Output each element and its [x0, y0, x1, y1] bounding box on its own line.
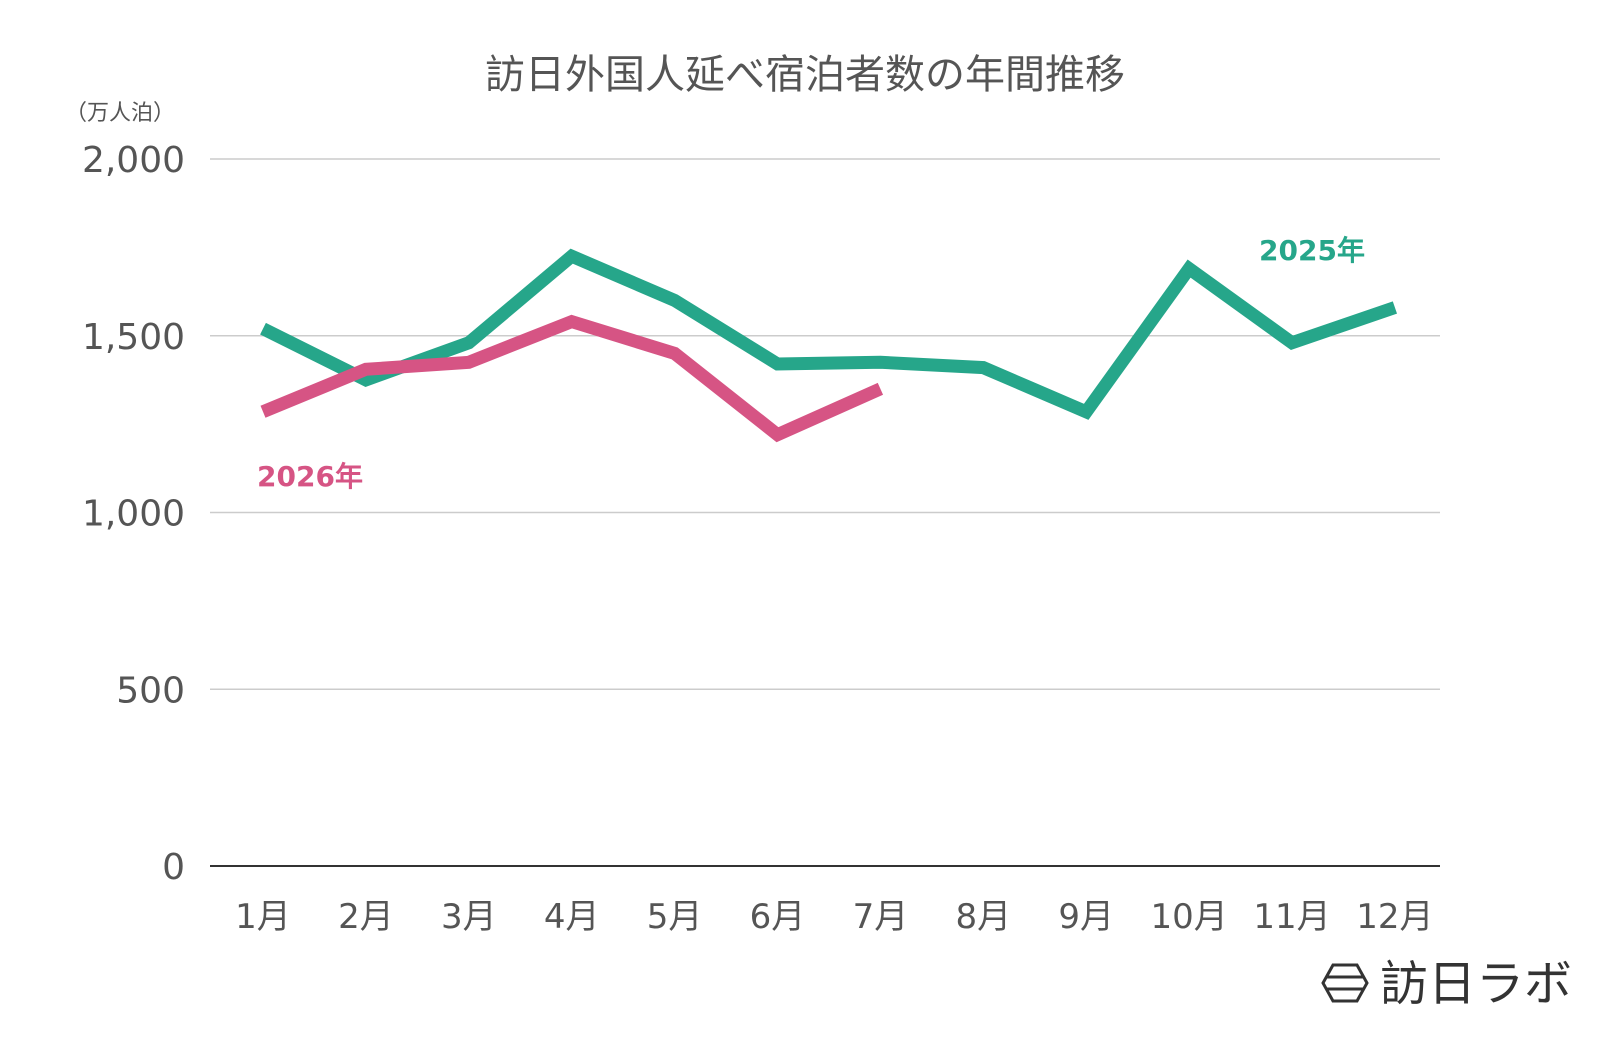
- logo: 訪日ラボ: [1321, 956, 1572, 1012]
- series-label-2025: 2025年: [1259, 234, 1365, 267]
- x-tick-label: 3月: [441, 897, 497, 937]
- x-tick-label: 12月: [1356, 897, 1433, 937]
- y-tick-label: 1,500: [82, 317, 185, 358]
- y-axis-unit-label: （万人泊）: [65, 101, 175, 126]
- x-axis-tick-labels: 1月 2月 3月 4月 5月 6月 7月 8月 9月 10月 11月 12月: [235, 897, 1433, 937]
- y-tick-label: 1,000: [82, 494, 185, 535]
- series-line-2025: [260, 248, 1398, 420]
- gridlines: [210, 158, 1440, 867]
- series-labels: 2025年 2026年: [257, 234, 1365, 493]
- series-label-2026: 2026年: [257, 460, 363, 493]
- x-tick-label: 2月: [338, 897, 394, 937]
- series-lines: [260, 248, 1398, 443]
- y-axis-tick-labels: 0 500 1,000 1,500 2,000: [82, 140, 185, 888]
- x-tick-label: 5月: [647, 897, 703, 937]
- y-tick-label: 0: [162, 847, 185, 888]
- hexagon-logo-icon: [1321, 963, 1369, 1003]
- y-tick-label: 2,000: [82, 140, 185, 181]
- x-tick-label: 7月: [853, 897, 909, 937]
- x-tick-label: 4月: [544, 897, 600, 937]
- x-tick-label: 8月: [955, 897, 1011, 937]
- x-tick-label: 10月: [1150, 897, 1227, 937]
- chart-title: 訪日外国人延べ宿泊者数の年間推移: [485, 52, 1125, 98]
- x-tick-label: 9月: [1058, 897, 1114, 937]
- y-tick-label: 500: [116, 670, 185, 711]
- x-tick-label: 6月: [750, 897, 806, 937]
- logo-text: 訪日ラボ: [1380, 956, 1572, 1012]
- x-tick-label: 11月: [1253, 897, 1330, 937]
- x-tick-label: 1月: [235, 897, 291, 937]
- series-line-2026: [260, 314, 884, 443]
